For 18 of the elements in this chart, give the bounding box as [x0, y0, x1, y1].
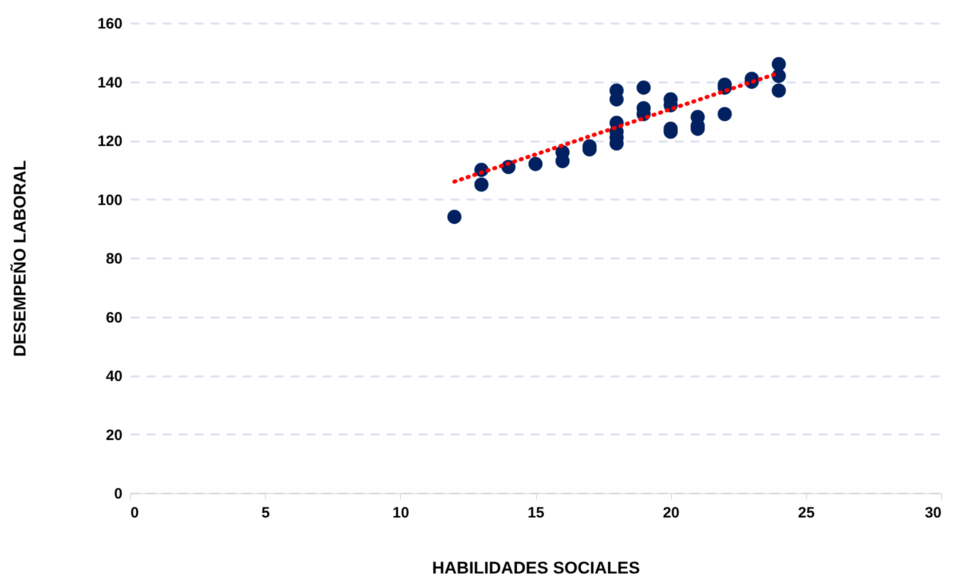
y-tick-label: 160 [97, 16, 122, 32]
y-tick-label: 80 [106, 250, 122, 268]
y-axis-title: DESEMPEÑO LABORAL [9, 160, 30, 357]
y-tick-label: 40 [106, 368, 122, 385]
y-tick-label: 100 [97, 192, 122, 209]
y-tick-label: 140 [97, 74, 122, 92]
x-tick-label: 10 [392, 504, 410, 522]
x-tick-label: 5 [261, 504, 270, 522]
x-tick-label: 30 [924, 504, 942, 522]
x-tick-label: 20 [662, 504, 680, 522]
x-tick-label: 15 [528, 504, 544, 522]
x-tick-label: 25 [798, 504, 815, 522]
y-tick-label: 20 [106, 426, 122, 444]
x-tick-label: 0 [130, 504, 139, 522]
y-tick-label: 60 [106, 309, 122, 326]
y-tick-label: 120 [97, 133, 122, 150]
x-axis-title: HABILIDADES SOCIALES [432, 558, 640, 578]
y-tick-label: 0 [114, 486, 122, 502]
